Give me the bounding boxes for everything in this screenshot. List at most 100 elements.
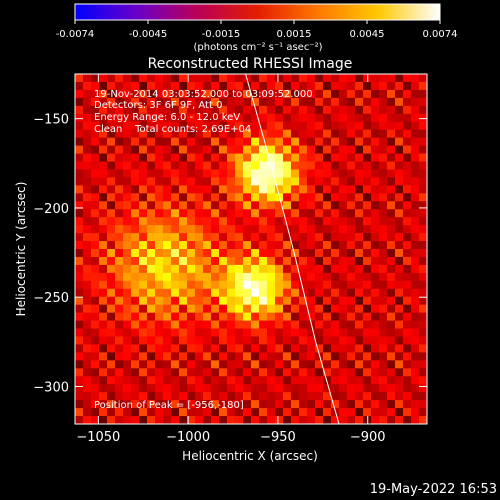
heatmap-cell: [83, 137, 92, 147]
heatmap-cell: [131, 288, 140, 298]
heatmap-cell: [307, 74, 316, 83]
heatmap-cell: [275, 408, 284, 417]
heatmap-cell: [203, 312, 212, 322]
heatmap-cell: [83, 225, 92, 234]
heatmap-cell: [315, 352, 324, 361]
heatmap-cell: [395, 241, 404, 250]
heatmap-cell: [219, 312, 228, 322]
heatmap-cell: [131, 328, 140, 338]
heatmap-cell: [131, 344, 140, 353]
heatmap-cell: [267, 304, 276, 314]
heatmap-cell: [123, 193, 132, 202]
heatmap-cell: [267, 217, 276, 226]
heatmap-cell: [123, 256, 132, 266]
heatmap-cell: [131, 97, 140, 107]
heatmap-cell: [75, 256, 84, 266]
heatmap-cell: [171, 169, 180, 178]
heatmap-cell: [251, 209, 260, 218]
heatmap-cell: [115, 336, 124, 346]
heatmap-cell: [163, 81, 172, 91]
heatmap-cell: [155, 304, 164, 314]
heatmap-cell: [99, 368, 108, 377]
heatmap-cell: [299, 217, 308, 226]
heatmap-cell: [275, 145, 284, 155]
heatmap-cell: [267, 280, 276, 290]
heatmap-cell: [91, 129, 100, 139]
heatmap-cell: [195, 256, 204, 266]
heatmap-cell: [243, 376, 252, 385]
heatmap-cell: [147, 129, 156, 139]
heatmap-cell: [163, 304, 172, 314]
heatmap-cell: [339, 416, 348, 424]
heatmap-cell: [163, 161, 172, 171]
heatmap-cell: [99, 201, 108, 210]
heatmap-cell: [123, 81, 132, 91]
heatmap-cell: [419, 97, 427, 107]
heatmap-cell: [251, 296, 260, 306]
heatmap-cell: [147, 225, 156, 234]
heatmap-cell: [323, 256, 332, 266]
heatmap-cell: [403, 352, 412, 361]
heatmap-cell: [155, 384, 164, 393]
heatmap-cell: [299, 360, 308, 369]
heatmap-cell: [179, 328, 188, 338]
heatmap-cell: [355, 241, 364, 250]
heatmap-cell: [91, 249, 100, 258]
heatmap-cell: [291, 113, 300, 123]
heatmap-cell: [315, 193, 324, 202]
heatmap-cell: [379, 384, 388, 393]
heatmap-cell: [179, 320, 188, 330]
heatmap-cell: [291, 217, 300, 226]
heatmap-cell: [363, 121, 372, 131]
heatmap-cell: [163, 177, 172, 186]
heatmap-cell: [259, 408, 268, 417]
heatmap-cell: [371, 352, 380, 361]
heatmap-cell: [107, 312, 116, 322]
heatmap-cell: [347, 384, 356, 393]
heatmap-cell: [211, 344, 220, 353]
heatmap-cell: [147, 81, 156, 91]
heatmap-cell: [411, 376, 420, 385]
heatmap-cell: [187, 241, 196, 250]
heatmap-cell: [235, 241, 244, 250]
heatmap-cell: [155, 185, 164, 194]
heatmap-cell: [203, 272, 212, 282]
heatmap-cell: [107, 272, 116, 282]
heatmap-cell: [371, 185, 380, 194]
heatmap-cell: [395, 153, 404, 163]
heatmap-cell: [299, 201, 308, 210]
heatmap-cell: [203, 249, 212, 258]
heatmap-cell: [219, 320, 228, 330]
heatmap-cell: [411, 81, 420, 91]
heatmap-cell: [331, 241, 340, 250]
heatmap-cell: [299, 256, 308, 266]
heatmap-cell: [139, 241, 148, 250]
heatmap-cell: [371, 113, 380, 123]
heatmap-cell: [139, 344, 148, 353]
heatmap-cell: [363, 336, 372, 346]
heatmap-cell: [315, 312, 324, 322]
heatmap-cell: [115, 74, 124, 83]
heatmap-cell: [243, 153, 252, 163]
heatmap-cell: [379, 280, 388, 290]
heatmap-cell: [227, 288, 236, 298]
heatmap-cell: [347, 312, 356, 322]
heatmap-cell: [195, 185, 204, 194]
heatmap-cell: [323, 384, 332, 393]
heatmap-cell: [411, 177, 420, 186]
heatmap-cell: [211, 185, 220, 194]
heatmap-cell: [411, 201, 420, 210]
heatmap-cell: [315, 249, 324, 258]
heatmap-cell: [115, 249, 124, 258]
heatmap-cell: [267, 153, 276, 163]
heatmap-cell: [171, 177, 180, 186]
heatmap-cell: [307, 288, 316, 298]
heatmap-cell: [235, 169, 244, 178]
heatmap-cell: [83, 153, 92, 163]
heatmap-cell: [107, 74, 116, 83]
heatmap-cell: [203, 384, 212, 393]
heatmap-cell: [75, 320, 84, 330]
heatmap-cell: [91, 328, 100, 338]
heatmap-cell: [163, 328, 172, 338]
heatmap-cell: [387, 264, 396, 274]
